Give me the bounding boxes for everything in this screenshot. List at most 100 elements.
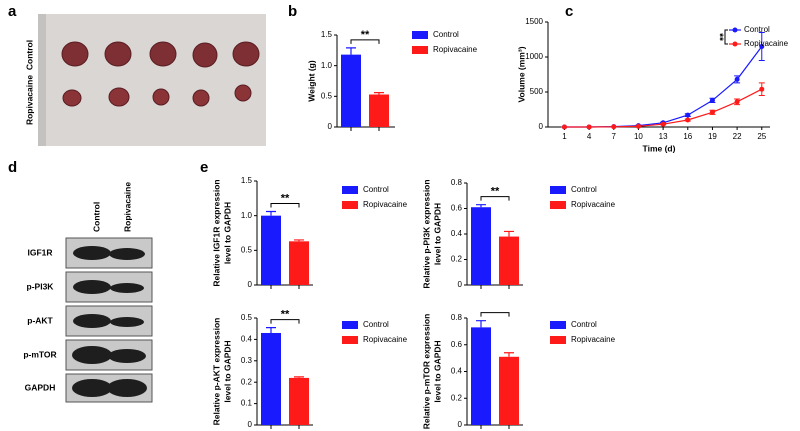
error-bar [346, 47, 356, 55]
x-tick-label: 25 [757, 132, 766, 141]
y-axis-label: level to GAPDH [222, 340, 232, 402]
point [709, 97, 715, 103]
error-bar [266, 210, 276, 216]
significance-bracket [480, 312, 510, 317]
tumor-photo [38, 14, 266, 146]
legend-swatch [342, 321, 358, 329]
legend-label: Control [433, 30, 459, 39]
significance: ** [713, 33, 724, 41]
legend-marker [732, 27, 738, 33]
y-tick-label: 0.2 [451, 255, 463, 264]
legend-swatch [412, 31, 428, 39]
bar [499, 356, 519, 425]
legend-label: Control [363, 320, 389, 329]
legend-label: Control [571, 320, 597, 329]
error-bar [374, 92, 384, 95]
y-tick-label: 1000 [525, 52, 543, 61]
legend-swatch [550, 321, 566, 329]
y-tick-label: 0.8 [451, 178, 463, 187]
y-axis-label: Relative p-PI3K expression [421, 179, 431, 288]
legend-label: Control [363, 185, 389, 194]
significance-bracket [350, 39, 380, 44]
legend-label: Ropivacaine [571, 335, 616, 344]
photo-background [38, 14, 266, 146]
point [759, 86, 765, 92]
legend-swatch [550, 186, 566, 194]
significance-bracket [724, 29, 728, 45]
panel-label: a [8, 3, 17, 20]
blot-row-label: p-AKT [27, 315, 53, 325]
x-tick-label: 22 [733, 132, 742, 141]
error-bar [504, 352, 514, 357]
point [734, 76, 740, 82]
y-tick-label: 0.1 [241, 399, 253, 408]
point [586, 124, 592, 130]
legend-swatch [342, 336, 358, 344]
y-axis-label: level to GAPDH [222, 202, 232, 264]
y-tick-label: 0 [458, 280, 463, 289]
y-tick-label: 0 [248, 420, 253, 429]
x-tick-label: 4 [587, 132, 592, 141]
significance: ** [491, 186, 500, 198]
y-tick-label: 1.0 [321, 61, 333, 70]
significance: ** [281, 192, 290, 204]
y-tick-label: 0 [458, 420, 463, 429]
legend-swatch [550, 201, 566, 209]
y-tick-label: 0.4 [241, 335, 253, 344]
y-axis-label: Relative p-mTOR expression [421, 314, 431, 430]
x-tick-label: 10 [634, 132, 643, 141]
y-tick-label: 0.4 [451, 367, 463, 376]
blot [65, 237, 153, 403]
y-tick-label: 0 [328, 122, 333, 131]
point [709, 109, 715, 115]
blot-row-label: p-mTOR [23, 349, 56, 359]
significance-bracket [270, 203, 300, 208]
panel-label: c [565, 3, 573, 20]
point [611, 124, 617, 130]
x-tick-label: 13 [659, 132, 668, 141]
legend-label: Ropivacaine [363, 200, 408, 209]
legend-swatch [342, 201, 358, 209]
bar [261, 215, 281, 285]
y-tick-label: 0 [539, 122, 544, 131]
point [660, 121, 666, 127]
legend-swatch [342, 186, 358, 194]
bar [261, 332, 281, 425]
x-tick-label: 19 [708, 132, 717, 141]
bar [369, 94, 389, 127]
significance-bracket [270, 319, 300, 324]
panel-label: b [288, 3, 297, 20]
point [635, 123, 641, 129]
y-axis-label: level to GAPDH [432, 340, 442, 402]
bar [289, 377, 309, 425]
bar [341, 54, 361, 128]
error-bar [294, 239, 304, 242]
lane-label: Ropivacaine [122, 182, 132, 232]
y-tick-label: 0.3 [241, 356, 253, 365]
y-tick-label: 1.5 [241, 176, 253, 185]
row-label: Control [24, 40, 34, 70]
y-tick-label: 0.5 [321, 91, 333, 100]
legend-swatch [412, 46, 428, 54]
legend-label: Ropivacaine [571, 200, 616, 209]
x-tick-label: 16 [683, 132, 692, 141]
point [734, 99, 740, 105]
panel-label: e [200, 159, 208, 176]
y-tick-label: 500 [530, 87, 544, 96]
y-axis-label: Weight (g) [306, 60, 316, 102]
bar [499, 236, 519, 285]
legend-label: Ropivacaine [744, 39, 789, 48]
x-axis-label: Time (d) [643, 143, 676, 153]
bar [471, 207, 491, 285]
point [685, 112, 691, 118]
y-tick-label: 0.5 [241, 245, 253, 254]
legend-label: Control [571, 185, 597, 194]
error-bar [504, 230, 514, 237]
y-axis-label: Volume (mm³) [516, 46, 526, 102]
legend-label: Ropivacaine [433, 45, 478, 54]
point [561, 124, 567, 130]
lane-label: Control [91, 202, 101, 232]
significance: ** [361, 29, 370, 41]
legend-label: Control [744, 25, 770, 34]
